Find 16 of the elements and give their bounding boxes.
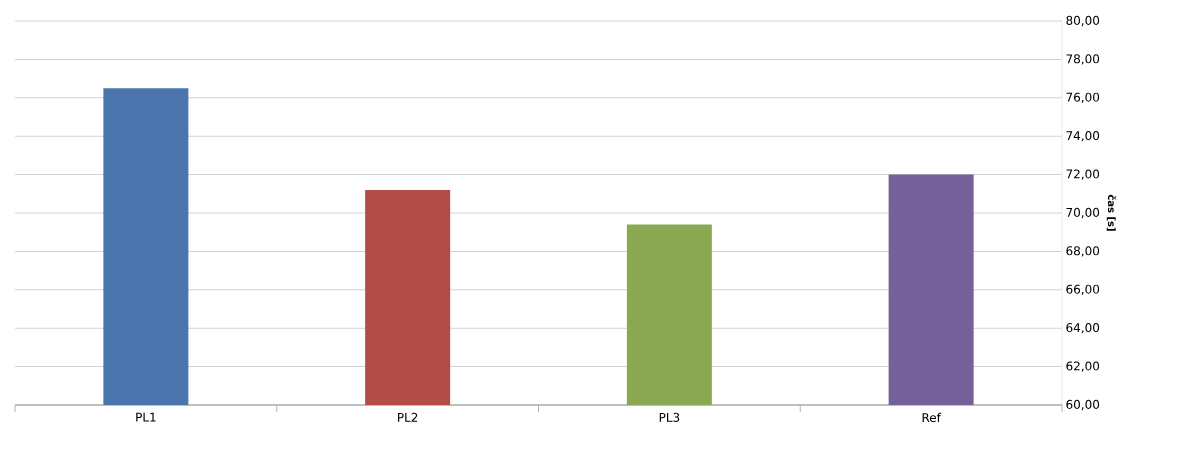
y-tick-label: 78,00 bbox=[1066, 54, 1100, 65]
y-tick-label: 72,00 bbox=[1066, 169, 1100, 180]
y-tick-label: 76,00 bbox=[1066, 92, 1100, 103]
y-tick-label: 70,00 bbox=[1066, 207, 1100, 219]
y-tick-label: 66,00 bbox=[1066, 284, 1100, 295]
y-tick-label: 64,00 bbox=[1066, 323, 1100, 334]
y-tick-label: 60,00 bbox=[1066, 399, 1100, 411]
x-tick-label: Ref bbox=[922, 412, 942, 423]
x-tick-label: PL1 bbox=[136, 412, 156, 422]
x-tick-label: PL3 bbox=[659, 412, 680, 422]
y-tick-label: 62,00 bbox=[1066, 361, 1100, 372]
x-tick-label: PL2 bbox=[398, 412, 418, 422]
y-tick-label: 80,00 bbox=[1066, 15, 1100, 27]
y-tick-label: 74,00 bbox=[1066, 131, 1100, 142]
y-tick-label: 68,00 bbox=[1066, 246, 1100, 257]
y-axis-title: čas [s] bbox=[1106, 194, 1117, 231]
